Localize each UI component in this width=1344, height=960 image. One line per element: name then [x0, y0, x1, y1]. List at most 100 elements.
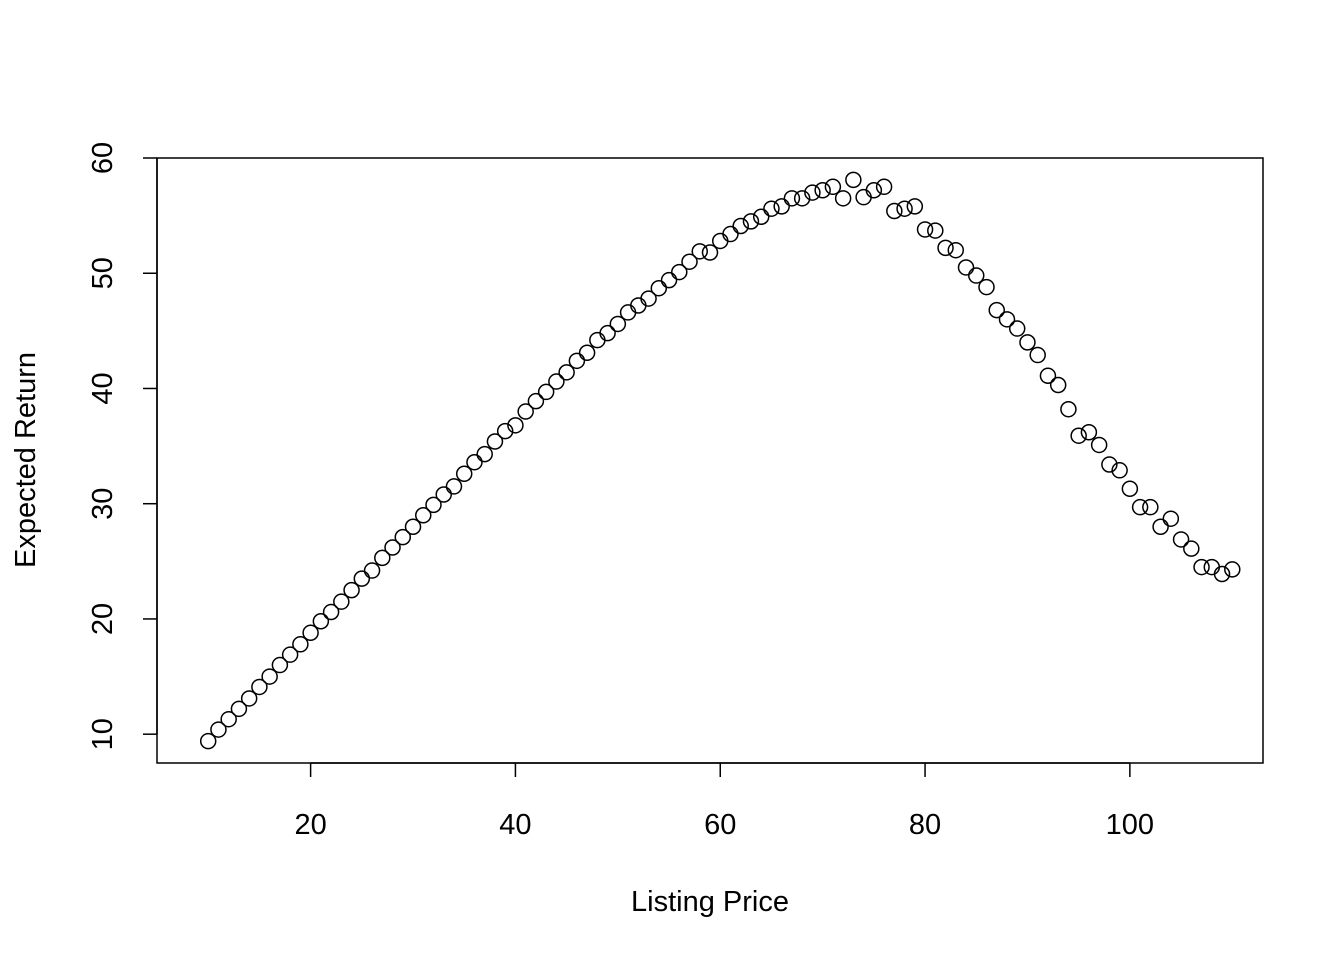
- data-point: [1070, 427, 1087, 444]
- data-point: [1183, 540, 1200, 557]
- data-point: [230, 700, 248, 718]
- data-point: [916, 221, 934, 238]
- data-point: [732, 217, 749, 235]
- data-point: [394, 528, 412, 546]
- data-point: [271, 656, 289, 674]
- x-axis-label: Listing Price: [631, 886, 789, 918]
- data-point: [1224, 561, 1241, 578]
- data-point: [374, 549, 391, 567]
- data-point: [302, 624, 319, 642]
- data-point: [886, 202, 903, 220]
- data-point: [701, 244, 719, 261]
- data-point: [476, 445, 493, 463]
- y-tick-label: 20: [87, 603, 119, 635]
- data-point: [988, 301, 1005, 319]
- data-point: [240, 690, 258, 707]
- data-point: [711, 232, 729, 250]
- data-point: [752, 208, 770, 226]
- data-point: [333, 593, 350, 610]
- data-point: [537, 383, 555, 401]
- data-points: [199, 171, 1241, 750]
- data-point: [906, 198, 924, 215]
- data-point: [496, 422, 514, 440]
- y-axis: 10 20 30 40 50 60: [87, 142, 158, 750]
- data-point: [968, 267, 985, 284]
- data-point: [578, 344, 596, 362]
- data-point: [455, 465, 473, 483]
- data-point: [855, 188, 872, 206]
- data-point: [824, 178, 842, 196]
- data-point: [281, 646, 299, 663]
- data-point: [1060, 400, 1077, 418]
- data-point: [998, 311, 1016, 328]
- data-point: [834, 190, 852, 207]
- data-point: [415, 506, 432, 524]
- data-point: [896, 200, 913, 217]
- data-point: [548, 373, 565, 390]
- data-point: [343, 581, 360, 599]
- data-point: [1029, 346, 1046, 364]
- data-point: [671, 263, 688, 281]
- x-axis: 20 40 60 80 100: [294, 762, 1154, 841]
- data-point: [609, 315, 627, 333]
- data-point: [527, 392, 545, 410]
- data-point: [261, 668, 278, 685]
- data-point: [1152, 518, 1169, 536]
- data-point: [1090, 436, 1108, 454]
- data-point: [650, 279, 668, 297]
- data-point: [312, 613, 330, 630]
- data-point: [1193, 558, 1210, 576]
- data-point: [292, 636, 309, 653]
- data-point: [742, 213, 760, 230]
- x-tick-label: 80: [909, 809, 941, 841]
- x-tick-label: 20: [294, 809, 326, 841]
- data-point: [1049, 376, 1067, 394]
- data-point: [978, 278, 995, 296]
- x-tick-label: 60: [704, 809, 736, 841]
- data-point: [660, 271, 678, 289]
- data-point: [1111, 462, 1128, 479]
- data-point: [220, 710, 237, 728]
- data-point: [640, 290, 657, 307]
- data-point: [251, 678, 268, 696]
- data-point: [1039, 367, 1057, 385]
- data-point: [1131, 498, 1149, 516]
- data-point: [363, 562, 381, 579]
- data-point: [619, 304, 637, 321]
- data-point: [599, 324, 616, 342]
- data-point: [1019, 334, 1036, 351]
- data-point: [1172, 531, 1190, 548]
- y-tick-label: 60: [87, 142, 119, 174]
- data-point: [957, 259, 975, 276]
- data-point: [722, 225, 739, 243]
- data-point: [589, 331, 606, 349]
- data-point: [1080, 424, 1098, 441]
- y-tick-label: 30: [87, 488, 119, 520]
- data-point: [1101, 456, 1118, 473]
- data-point: [875, 178, 893, 196]
- data-point: [435, 486, 452, 503]
- data-point: [1142, 498, 1159, 516]
- data-point: [793, 190, 811, 207]
- data-point: [1008, 320, 1026, 337]
- data-point: [804, 184, 821, 201]
- data-point: [681, 253, 698, 270]
- data-point: [425, 496, 442, 514]
- data-point: [763, 200, 780, 217]
- data-point: [630, 297, 647, 314]
- data-point: [865, 182, 883, 199]
- data-point: [568, 352, 586, 370]
- data-point: [1121, 480, 1139, 497]
- x-tick-label: 100: [1106, 809, 1154, 841]
- data-point: [1213, 565, 1231, 583]
- data-point: [927, 222, 944, 239]
- data-point: [404, 518, 422, 536]
- plot-area-frame: [156, 157, 1264, 764]
- data-point: [466, 453, 483, 471]
- data-point: [937, 239, 954, 257]
- data-point: [1203, 558, 1221, 576]
- data-point: [507, 417, 524, 434]
- data-point: [558, 364, 575, 381]
- data-point: [773, 198, 790, 215]
